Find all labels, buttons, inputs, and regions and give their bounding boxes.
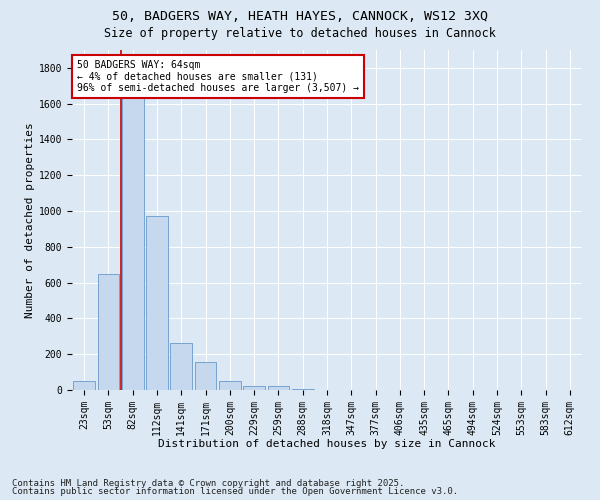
Y-axis label: Number of detached properties: Number of detached properties	[25, 122, 35, 318]
Text: Contains public sector information licensed under the Open Government Licence v3: Contains public sector information licen…	[12, 487, 458, 496]
Text: 50, BADGERS WAY, HEATH HAYES, CANNOCK, WS12 3XQ: 50, BADGERS WAY, HEATH HAYES, CANNOCK, W…	[112, 10, 488, 23]
Bar	[219, 381, 241, 390]
Bar	[194, 362, 217, 390]
Text: Size of property relative to detached houses in Cannock: Size of property relative to detached ho…	[104, 28, 496, 40]
Bar	[268, 386, 289, 390]
Bar	[122, 94, 143, 390]
Bar	[292, 388, 314, 390]
Bar	[170, 342, 192, 390]
Text: 50 BADGERS WAY: 64sqm
← 4% of detached houses are smaller (131)
96% of semi-deta: 50 BADGERS WAY: 64sqm ← 4% of detached h…	[77, 60, 359, 94]
Bar	[146, 216, 168, 390]
Text: Contains HM Land Registry data © Crown copyright and database right 2025.: Contains HM Land Registry data © Crown c…	[12, 478, 404, 488]
Bar	[73, 381, 95, 390]
Bar	[243, 386, 265, 390]
X-axis label: Distribution of detached houses by size in Cannock: Distribution of detached houses by size …	[158, 439, 496, 449]
Bar	[97, 274, 119, 390]
